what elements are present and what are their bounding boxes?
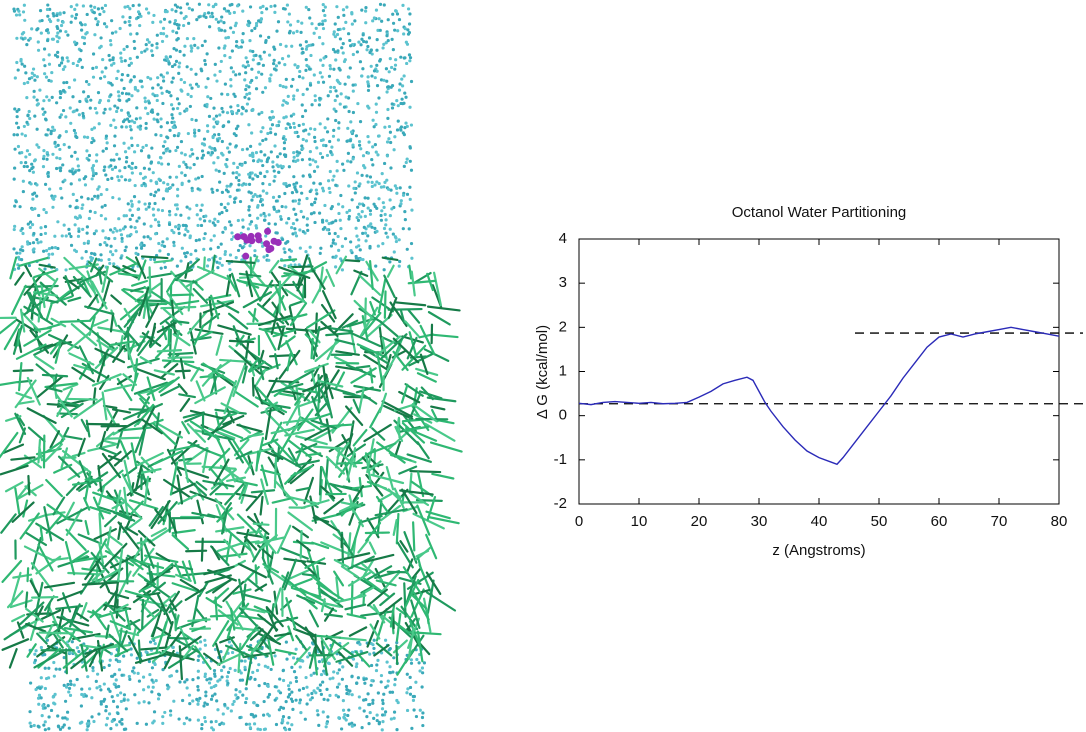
data-line [579, 327, 1059, 464]
x-tick-label: 60 [931, 513, 948, 530]
x-tick-label: 0 [575, 513, 583, 530]
y-tick-label: 2 [559, 318, 567, 335]
x-axis-label: z (Angstroms) [772, 542, 865, 559]
y-tick-label: 3 [559, 274, 567, 291]
y-tick-label: -2 [554, 495, 567, 512]
y-axis-label: Δ G (kcal/mol) [534, 325, 551, 419]
x-tick-label: 20 [691, 513, 708, 530]
x-tick-label: 70 [991, 513, 1008, 530]
x-tick-label: 30 [751, 513, 768, 530]
x-tick-label: 50 [871, 513, 888, 530]
plot-frame [579, 239, 1059, 504]
chart-title: Octanol Water Partitioning [732, 204, 907, 221]
x-tick-label: 40 [811, 513, 828, 530]
y-tick-label: 0 [559, 407, 567, 424]
x-tick-label: 10 [631, 513, 648, 530]
y-tick-label: 1 [559, 362, 567, 379]
y-tick-label: -1 [554, 451, 567, 468]
y-tick-label: 4 [559, 230, 567, 247]
x-tick-label: 80 [1051, 513, 1068, 530]
